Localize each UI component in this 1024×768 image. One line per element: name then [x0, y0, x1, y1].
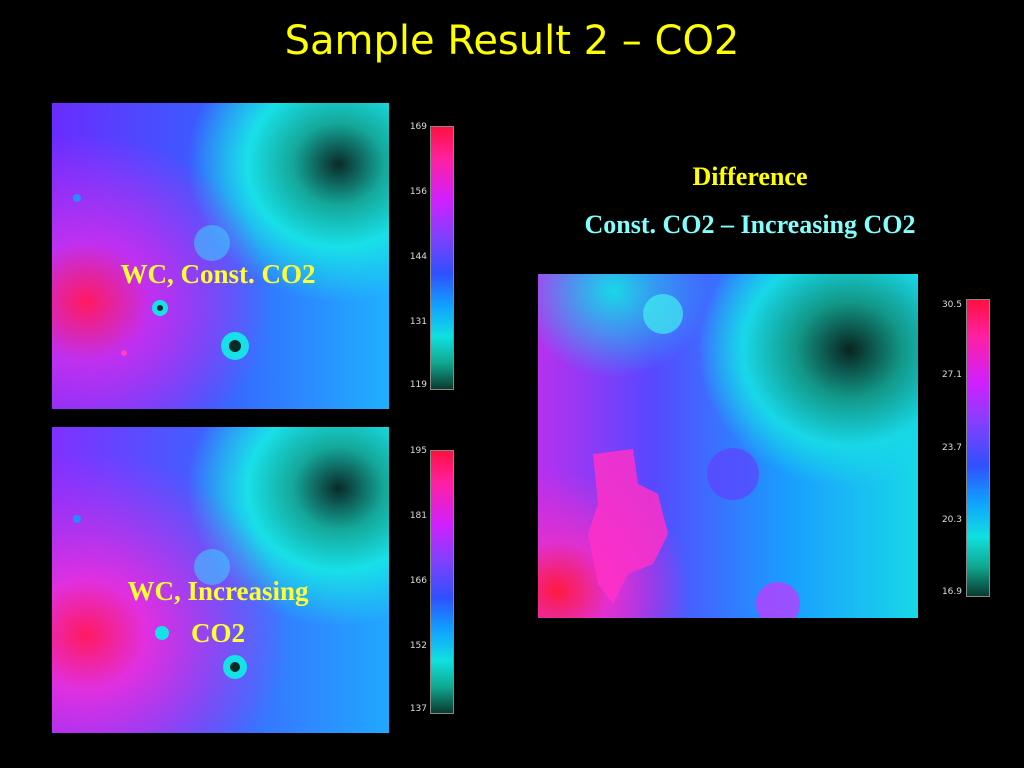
tick-difference-3: 20.3	[941, 515, 962, 525]
tick-const-1: 156	[409, 187, 427, 197]
tick-difference-2: 23.7	[941, 443, 962, 453]
label-increasing-co2: WC, Increasing CO2	[88, 570, 348, 654]
tick-const-4: 119	[409, 380, 427, 390]
colorbar-const-co2	[430, 126, 454, 390]
tick-increasing-1: 181	[409, 511, 427, 521]
tick-const-3: 131	[409, 317, 427, 327]
map-increasing-co2	[52, 427, 389, 733]
map-const-co2	[52, 103, 389, 409]
label-increasing-line1: WC, Increasing	[127, 576, 309, 606]
tick-increasing-2: 166	[409, 576, 427, 586]
tick-increasing-0: 195	[409, 446, 427, 456]
label-increasing-line2: CO2	[191, 618, 245, 648]
colorbar-increasing-co2	[430, 450, 454, 714]
tick-difference-0: 30.5	[941, 300, 962, 310]
difference-heading: Difference	[692, 162, 808, 191]
map-difference	[538, 274, 918, 618]
difference-subheading: Const. CO2 – Increasing CO2	[584, 210, 916, 239]
label-const-co2-text: WC, Const. CO2	[120, 259, 316, 289]
slide-title: Sample Result 2 – CO2	[284, 18, 740, 64]
tick-const-2: 144	[409, 252, 427, 262]
tick-increasing-4: 137	[409, 704, 427, 714]
colorbar-difference	[966, 299, 990, 597]
label-const-co2: WC, Const. CO2	[88, 253, 348, 295]
tick-increasing-3: 152	[409, 641, 427, 651]
tick-difference-1: 27.1	[941, 370, 962, 380]
tick-const-0: 169	[409, 122, 427, 132]
tick-difference-4: 16.9	[941, 587, 962, 597]
